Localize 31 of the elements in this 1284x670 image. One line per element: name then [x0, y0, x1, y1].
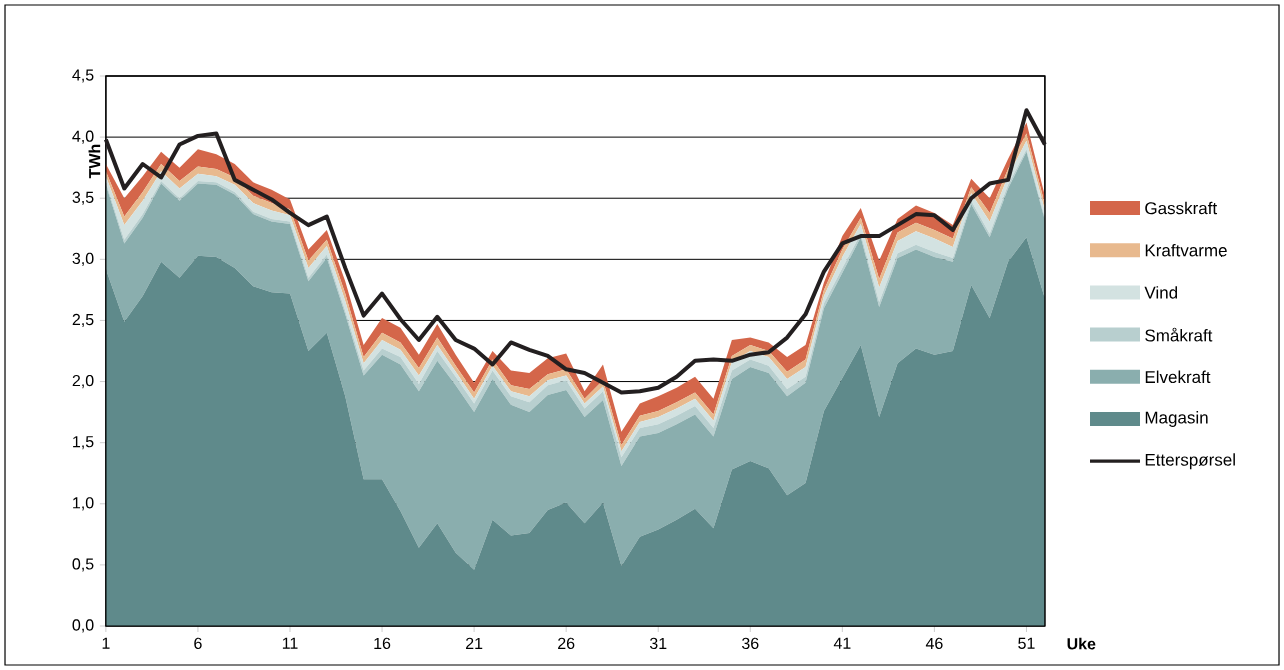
y-tick-label: 1,0 [73, 497, 94, 511]
y-tick-label: 4,0 [72, 130, 94, 144]
y-tick-label: 0,0 [72, 619, 94, 633]
y-tick-label: 2,0 [72, 374, 94, 389]
y-tick-label: 0,5 [72, 558, 94, 572]
legend-label: Kraftvarme [1145, 243, 1227, 257]
x-axis-title: Uke [1067, 637, 1096, 650]
y-tick-label: 3,0 [72, 252, 94, 266]
y-axis-title: TWh [88, 144, 101, 179]
x-tick-label: 11 [282, 637, 298, 649]
x-tick-label: 36 [742, 637, 759, 650]
legend-label: Elvekraft [1145, 370, 1211, 384]
y-tick-label: 4,5 [72, 69, 94, 83]
legend-label: Småkraft [1145, 327, 1213, 342]
y-tick-label: 3,5 [72, 191, 94, 205]
x-tick-label: 21 [466, 637, 483, 649]
x-tick-label: 16 [374, 637, 391, 650]
x-tick-label: 46 [925, 637, 943, 650]
x-tick-label: 1 [102, 637, 110, 649]
x-tick-label: 51 [1018, 637, 1035, 649]
x-tick-label: 6 [194, 637, 202, 650]
y-tick-label: 1,5 [73, 436, 94, 450]
legend-label: Magasin [1145, 411, 1208, 427]
legend-label: Gasskraft [1145, 201, 1218, 215]
x-tick-label: 41 [833, 637, 851, 649]
y-tick-label: 2,5 [72, 313, 94, 328]
x-tick-label: 31 [649, 637, 667, 650]
x-tick-label: 26 [558, 637, 575, 650]
legend-label: Vind [1144, 286, 1178, 299]
legend-label: Etterspørsel [1145, 453, 1235, 470]
line-series [103, 108, 1047, 395]
